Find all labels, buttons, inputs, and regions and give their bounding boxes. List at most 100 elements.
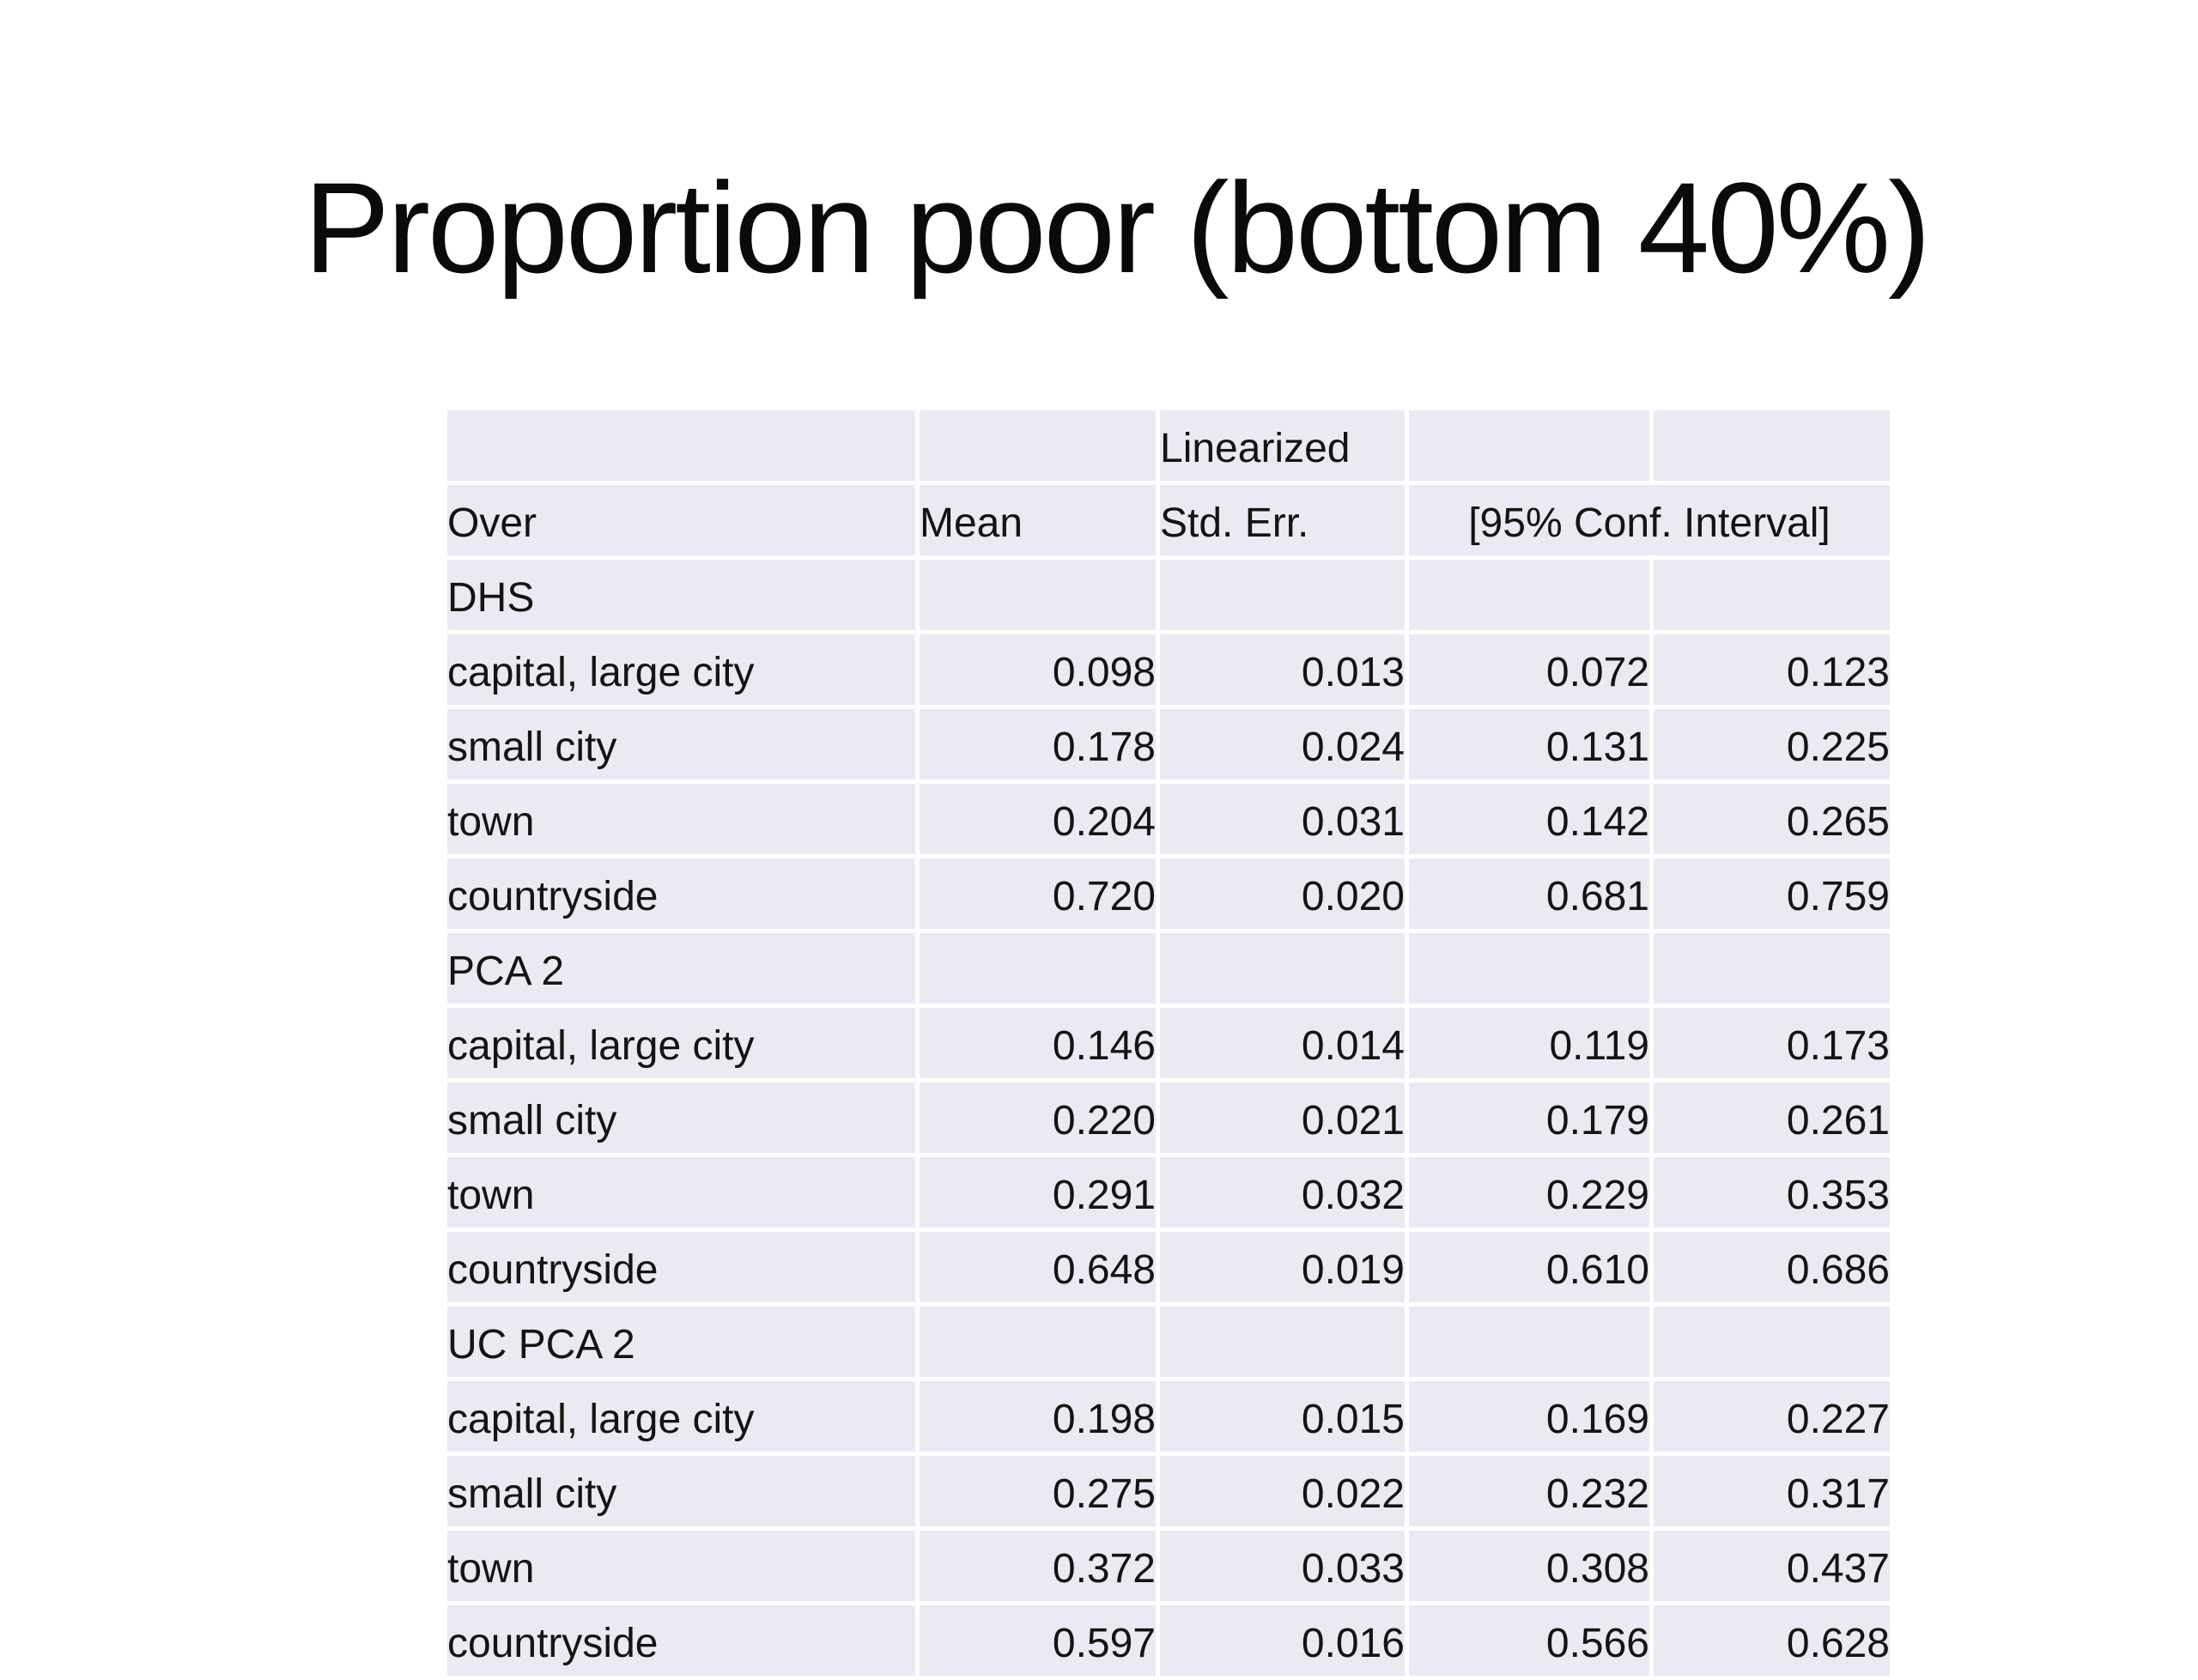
empty-cell <box>1409 933 1649 1004</box>
data-row: small city 0.178 0.024 0.131 0.225 <box>447 709 1890 779</box>
mean-value: 0.198 <box>920 1381 1156 1452</box>
empty-cell <box>1654 933 1890 1004</box>
header-over-label: Over <box>447 485 915 555</box>
ci-low-value: 0.142 <box>1409 784 1649 854</box>
slide-title: Proportion poor (bottom 40%) <box>303 155 1931 300</box>
row-label: small city <box>447 709 915 779</box>
ci-low-value: 0.072 <box>1409 634 1649 705</box>
data-row: town 0.372 0.033 0.308 0.437 <box>447 1531 1890 1601</box>
data-row: small city 0.275 0.022 0.232 0.317 <box>447 1456 1890 1526</box>
group-label: DHS <box>447 560 915 630</box>
empty-cell <box>920 933 1156 1004</box>
ci-high-value: 0.261 <box>1654 1083 1890 1153</box>
ci-high-value: 0.353 <box>1654 1157 1890 1228</box>
header-empty-cell <box>1654 410 1890 481</box>
row-label: town <box>447 784 915 854</box>
data-row: capital, large city 0.198 0.015 0.169 0.227 <box>447 1381 1890 1452</box>
ci-high-value: 0.123 <box>1654 634 1890 705</box>
std-err-value: 0.021 <box>1160 1083 1405 1153</box>
ci-low-value: 0.131 <box>1409 709 1649 779</box>
header-mean-label: Mean <box>920 485 1156 555</box>
mean-value: 0.275 <box>920 1456 1156 1526</box>
data-row: countryside 0.720 0.020 0.681 0.759 <box>447 858 1890 929</box>
table-header-row-1: Linearized <box>447 410 1890 481</box>
ci-low-value: 0.232 <box>1409 1456 1649 1526</box>
group-label: UC PCA 2 <box>447 1307 915 1377</box>
empty-cell <box>1409 560 1649 630</box>
std-err-value: 0.033 <box>1160 1531 1405 1601</box>
mean-value: 0.648 <box>920 1232 1156 1302</box>
row-label: countryside <box>447 1605 915 1676</box>
data-row: countryside 0.597 0.016 0.566 0.628 <box>447 1605 1890 1676</box>
mean-value: 0.720 <box>920 858 1156 929</box>
data-row: capital, large city 0.098 0.013 0.072 0.123 <box>447 634 1890 705</box>
ci-high-value: 0.173 <box>1654 1008 1890 1078</box>
group-row: DHS <box>447 560 1890 630</box>
ci-low-value: 0.229 <box>1409 1157 1649 1228</box>
ci-low-value: 0.566 <box>1409 1605 1649 1676</box>
row-label: town <box>447 1157 915 1228</box>
row-label: countryside <box>447 858 915 929</box>
std-err-value: 0.031 <box>1160 784 1405 854</box>
row-label: countryside <box>447 1232 915 1302</box>
data-row: town 0.291 0.032 0.229 0.353 <box>447 1157 1890 1228</box>
table-header-row-2: Over Mean Std. Err. [95% Conf. Interval] <box>447 485 1890 555</box>
std-err-value: 0.022 <box>1160 1456 1405 1526</box>
ci-high-value: 0.317 <box>1654 1456 1890 1526</box>
group-label: PCA 2 <box>447 933 915 1004</box>
empty-cell <box>1160 560 1405 630</box>
row-label: town <box>447 1531 915 1601</box>
mean-value: 0.204 <box>920 784 1156 854</box>
group-row: UC PCA 2 <box>447 1307 1890 1377</box>
ci-low-value: 0.681 <box>1409 858 1649 929</box>
mean-value: 0.597 <box>920 1605 1156 1676</box>
ci-low-value: 0.119 <box>1409 1008 1649 1078</box>
ci-high-value: 0.628 <box>1654 1605 1890 1676</box>
stats-table: Linearized Over Mean Std. Err. [95% Conf… <box>443 406 1894 1680</box>
group-row: PCA 2 <box>447 933 1890 1004</box>
data-row: countryside 0.648 0.019 0.610 0.686 <box>447 1232 1890 1302</box>
mean-value: 0.220 <box>920 1083 1156 1153</box>
row-label: small city <box>447 1083 915 1153</box>
std-err-value: 0.024 <box>1160 709 1405 779</box>
std-err-value: 0.020 <box>1160 858 1405 929</box>
std-err-value: 0.014 <box>1160 1008 1405 1078</box>
empty-cell <box>920 1307 1156 1377</box>
empty-cell <box>1654 1307 1890 1377</box>
ci-high-value: 0.227 <box>1654 1381 1890 1452</box>
std-err-value: 0.013 <box>1160 634 1405 705</box>
ci-high-value: 0.437 <box>1654 1531 1890 1601</box>
empty-cell <box>1409 1307 1649 1377</box>
ci-low-value: 0.308 <box>1409 1531 1649 1601</box>
mean-value: 0.372 <box>920 1531 1156 1601</box>
header-empty-cell <box>920 410 1156 481</box>
header-empty-cell <box>447 410 915 481</box>
mean-value: 0.146 <box>920 1008 1156 1078</box>
std-err-value: 0.032 <box>1160 1157 1405 1228</box>
empty-cell <box>1160 1307 1405 1377</box>
data-row: town 0.204 0.031 0.142 0.265 <box>447 784 1890 854</box>
empty-cell <box>1160 933 1405 1004</box>
row-label: capital, large city <box>447 1381 915 1452</box>
std-err-value: 0.015 <box>1160 1381 1405 1452</box>
empty-cell <box>1654 560 1890 630</box>
mean-value: 0.098 <box>920 634 1156 705</box>
ci-low-value: 0.169 <box>1409 1381 1649 1452</box>
header-stderr-label: Std. Err. <box>1160 485 1405 555</box>
row-label: small city <box>447 1456 915 1526</box>
data-row: small city 0.220 0.021 0.179 0.261 <box>447 1083 1890 1153</box>
row-label: capital, large city <box>447 634 915 705</box>
row-label: capital, large city <box>447 1008 915 1078</box>
header-conf-interval-label: [95% Conf. Interval] <box>1409 485 1890 555</box>
ci-low-value: 0.610 <box>1409 1232 1649 1302</box>
mean-value: 0.291 <box>920 1157 1156 1228</box>
ci-high-value: 0.759 <box>1654 858 1890 929</box>
ci-high-value: 0.225 <box>1654 709 1890 779</box>
empty-cell <box>920 560 1156 630</box>
ci-low-value: 0.179 <box>1409 1083 1649 1153</box>
header-linearized-label: Linearized <box>1160 410 1405 481</box>
header-empty-cell <box>1409 410 1649 481</box>
ci-high-value: 0.686 <box>1654 1232 1890 1302</box>
std-err-value: 0.019 <box>1160 1232 1405 1302</box>
ci-high-value: 0.265 <box>1654 784 1890 854</box>
